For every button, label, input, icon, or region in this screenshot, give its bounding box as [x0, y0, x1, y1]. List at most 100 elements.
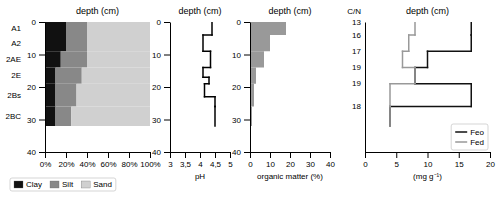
legend-frame [451, 124, 488, 150]
bar [250, 35, 270, 51]
tick-label: 30 [152, 116, 161, 125]
step-connector [390, 83, 415, 85]
tick: 0 [32, 18, 45, 27]
tick-mark [396, 152, 397, 158]
tick: 20 [152, 83, 170, 92]
step-connector [409, 34, 415, 36]
tick-mark [129, 152, 130, 158]
tick: 10 [266, 152, 275, 169]
tick: 0 [248, 152, 253, 169]
tick-label: 20 [152, 83, 161, 92]
tick: 10 [424, 152, 433, 169]
x-axis: 0 5 10 15 20 [363, 152, 495, 169]
tick-label: 4,5 [210, 160, 222, 169]
tick-label: 4 [198, 160, 203, 169]
tick-mark [39, 120, 45, 121]
tick-label: 0 [363, 160, 368, 169]
axis-line [45, 23, 46, 153]
bar [56, 107, 72, 127]
tick: 30 [27, 116, 45, 125]
cn-label: 16 [352, 31, 361, 40]
tick: 15 [455, 152, 464, 169]
tick-label: 10 [424, 160, 433, 169]
axis-line [365, 23, 366, 153]
tick-label: 80% [121, 160, 137, 169]
legend-label: Fed [470, 138, 484, 147]
x-axis-label: pH [195, 172, 205, 181]
tick-mark [185, 152, 186, 158]
marks [45, 22, 150, 126]
tick-label: 40 [326, 160, 335, 169]
step-segment [214, 107, 216, 127]
legend-label: Clay [26, 180, 42, 189]
category-label: A1 [11, 24, 21, 33]
tick-mark [66, 152, 67, 158]
step-segment [414, 22, 416, 35]
marks [250, 22, 286, 126]
cn-label: 13 [352, 18, 361, 27]
tick-mark [244, 120, 250, 121]
tick-mark [244, 55, 250, 56]
tick-mark [150, 152, 151, 158]
panel: 0%20%40%60%80%100%010203040depth (cm)A1A… [5, 6, 160, 191]
y-axis: 010203040 [27, 18, 45, 157]
tick-mark [164, 87, 170, 88]
tick-mark [164, 22, 170, 23]
tick-label: 20 [486, 160, 495, 169]
tick-label: 0 [157, 18, 162, 27]
tick-mark [170, 152, 171, 158]
bar [56, 84, 77, 107]
tick: 0 [157, 18, 170, 27]
tick-mark [244, 152, 250, 153]
step-connector [203, 51, 211, 53]
tick: 40% [79, 152, 95, 169]
marks [203, 22, 215, 126]
step-segment [402, 51, 404, 67]
x-axis: 010203040 [248, 152, 335, 169]
step-segment [414, 68, 416, 84]
tick: 60% [100, 152, 116, 169]
tick-label: 10 [232, 51, 241, 60]
tick-label: 40 [27, 148, 36, 157]
category-label: 2BC [5, 112, 21, 121]
tick-mark [39, 55, 45, 56]
tick: 3,5 [180, 152, 192, 169]
step-segment [202, 68, 204, 78]
tick-mark [87, 152, 88, 158]
tick-label: 5 [395, 160, 400, 169]
bar [87, 51, 150, 67]
tick-label: 30 [306, 160, 315, 169]
tick-label: 3 [168, 160, 173, 169]
tick-mark [250, 152, 251, 158]
tick-label: 40% [79, 160, 95, 169]
bar [61, 51, 87, 67]
tick: 4,5 [210, 152, 222, 169]
tick-label: 10 [152, 51, 161, 60]
bar [56, 68, 82, 84]
tick-label: 10 [27, 51, 36, 60]
panel: 05101520depth (cm)(mg g⁻¹)131617191918C/… [347, 6, 495, 181]
legend-swatch [455, 141, 467, 143]
bar [45, 22, 66, 35]
step-connector [403, 67, 416, 69]
tick: 30 [306, 152, 315, 169]
bar [250, 22, 286, 35]
tick-mark [290, 152, 291, 158]
tick-mark [365, 152, 366, 158]
y-axis [365, 23, 366, 153]
tick-mark [330, 152, 331, 158]
x-axis: 0%20%40%60%80%100% [40, 152, 161, 169]
x-axis: 33,544,55 [168, 152, 233, 169]
bar [87, 35, 150, 51]
tick-mark [164, 152, 170, 153]
x-axis-label: organic matter (%) [257, 172, 323, 181]
tick-mark [310, 152, 311, 158]
tick: 30 [232, 116, 250, 125]
tick: 20% [58, 152, 74, 169]
bar [45, 107, 56, 127]
tick: 80% [121, 152, 137, 169]
cn-label: 17 [352, 47, 361, 56]
tick-mark [39, 152, 45, 153]
tick-mark [200, 152, 201, 158]
tick-mark [244, 87, 250, 88]
